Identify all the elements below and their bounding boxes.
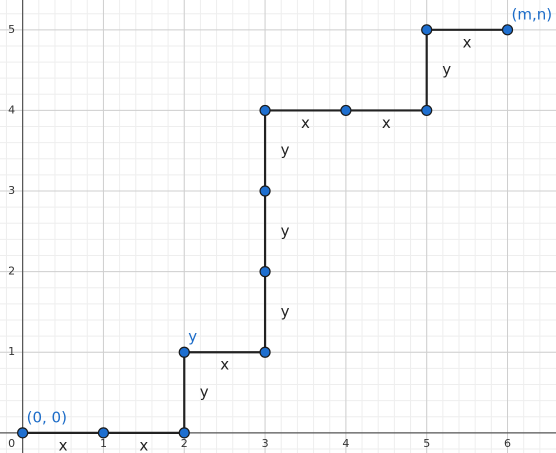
point [501,24,514,36]
point-label: (m,n) [512,5,553,23]
y-tick-label: 3 [8,184,15,197]
segment-label: y [281,302,290,320]
x-tick-label: 0 [8,437,15,450]
y-tick-label: 4 [8,103,15,116]
segment-label: y [200,383,209,401]
segment-label: x [382,114,391,132]
segment-label: x [301,114,310,132]
segment-label: y [281,222,290,240]
point [17,427,29,439]
x-tick-label: 5 [423,437,430,450]
point [259,346,271,358]
x-tick-label: 6 [504,437,511,450]
x-tick-label: 1 [100,437,107,450]
segment-label: x [463,33,472,51]
y-tick-label: 2 [8,265,15,278]
x-tick-label: 3 [262,437,269,450]
segment-label: x [220,356,229,374]
x-tick-label: 2 [181,437,188,450]
point [340,104,352,117]
point-label: (0, 0) [27,408,67,426]
y-tick-label: 5 [8,23,15,36]
path-line [22,28,508,434]
point-label: y [188,328,197,346]
segment-label: x [139,436,148,453]
segment-label: x [59,436,68,453]
point [178,427,190,439]
point [259,185,271,197]
point [259,104,271,117]
point [97,427,110,439]
point [178,346,190,358]
point [421,104,433,117]
segment-label: y [442,61,451,79]
y-tick-label: 1 [8,345,15,358]
segment-label: y [281,141,290,159]
point [421,24,433,36]
x-tick-label: 4 [342,437,349,450]
point [259,266,271,278]
